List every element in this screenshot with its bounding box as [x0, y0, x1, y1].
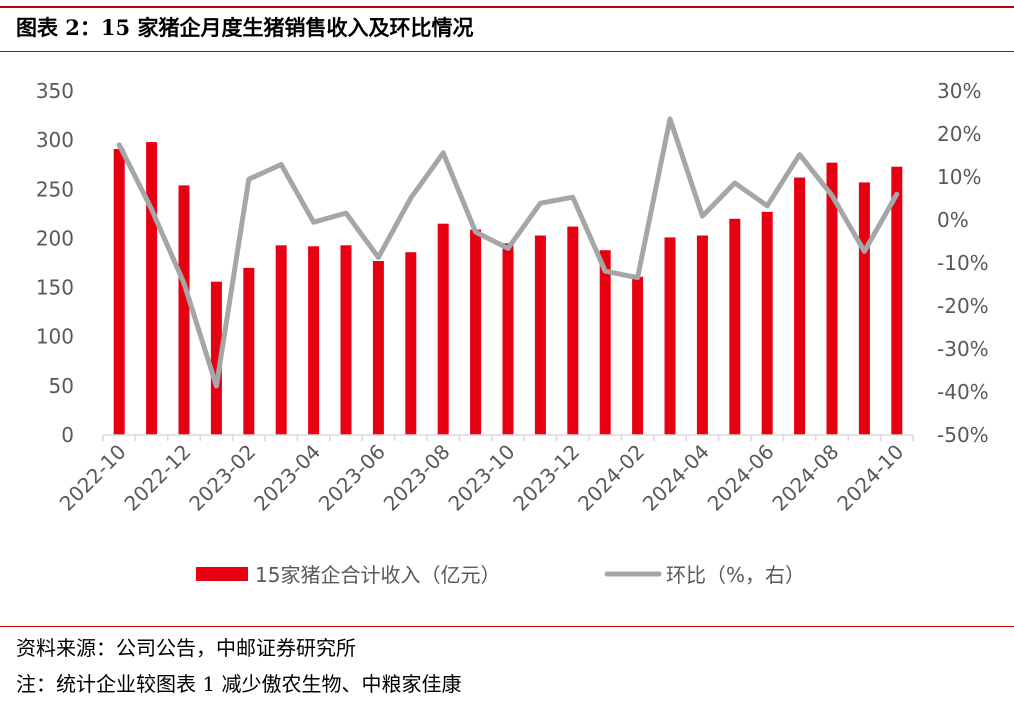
bar-2022-11: [146, 142, 158, 435]
bar-2023-01: [210, 281, 222, 435]
y-right-tick-label: -20%: [937, 294, 989, 318]
bar-2023-08: [437, 223, 449, 435]
y-left-tick-label: 150: [36, 276, 74, 300]
bar-2024-06: [761, 211, 773, 435]
bar-2023-12: [567, 226, 579, 435]
y-right-tick-label: -50%: [937, 423, 989, 447]
x-tick-label: 2024-10: [832, 440, 908, 516]
bar-2023-06: [372, 261, 384, 435]
y-right-tick-label: 20%: [937, 122, 981, 146]
y-right-tick-label: 30%: [937, 79, 981, 103]
bar-2022-10: [113, 149, 125, 435]
y-right-tick-label: 10%: [937, 165, 981, 189]
legend-label-line: 环比（%，右）: [666, 563, 805, 587]
y-left-tick-label: 200: [36, 226, 74, 250]
y-left-tick-label: 0: [61, 423, 74, 447]
x-tick-label: 2023-06: [314, 440, 390, 516]
x-tick-label: 2024-06: [703, 440, 779, 516]
source-note: 资料来源：公司公告，中邮证券研究所: [16, 636, 356, 660]
bar-2024-07: [794, 177, 806, 435]
legend-swatch-bar: [196, 567, 248, 581]
bar-2024-03: [664, 237, 676, 435]
x-tick-label: 2023-02: [184, 440, 260, 516]
y-left-tick-label: 300: [36, 128, 74, 152]
x-tick-label: 2023-10: [443, 440, 519, 516]
y-left-tick-label: 50: [49, 374, 74, 398]
bar-2023-04: [308, 246, 320, 435]
footer-rule: [0, 626, 1014, 627]
y-right-tick-label: -10%: [937, 251, 989, 275]
bar-2024-10: [891, 166, 903, 435]
x-tick-label: 2024-02: [573, 440, 649, 516]
x-tick-label: 2024-04: [638, 440, 714, 516]
x-tick-label: 2022-10: [55, 440, 131, 516]
bar-2024-08: [826, 162, 838, 435]
bar-2023-02: [243, 267, 255, 435]
bar-2024-04: [696, 235, 708, 435]
x-tick-label: 2022-12: [119, 440, 195, 516]
bar-2023-10: [502, 243, 514, 435]
footnote: 注：统计企业较图表 1 减少傲农生物、中粮家佳康: [16, 672, 462, 696]
x-tick-label: 2023-04: [249, 440, 325, 516]
y-right-tick-label: -30%: [937, 337, 989, 361]
figure-title: 图表 2：15 家猪企月度生猪销售收入及环比情况: [16, 15, 474, 40]
y-right-tick-label: -40%: [937, 380, 989, 404]
bar-2024-01: [599, 250, 611, 435]
legend-label-bar: 15家猪企合计收入（亿元）: [255, 563, 500, 587]
bar-2023-03: [275, 245, 287, 435]
bar-2022-12: [178, 185, 190, 435]
bar-2024-09: [858, 182, 870, 435]
bar-2023-05: [340, 245, 352, 435]
y-left-tick-label: 250: [36, 177, 74, 201]
x-tick-label: 2023-12: [508, 440, 584, 516]
x-tick-label: 2024-08: [767, 440, 843, 516]
bar-2023-11: [534, 235, 546, 435]
y-left-tick-label: 350: [36, 79, 74, 103]
bar-2024-02: [632, 276, 644, 435]
bar-2023-07: [405, 252, 417, 435]
x-tick-label: 2023-08: [379, 440, 455, 516]
top-rule: [0, 6, 1014, 8]
title-rule: [0, 51, 1014, 52]
y-left-tick-label: 100: [36, 325, 74, 349]
y-right-tick-label: 0%: [937, 208, 969, 232]
bar-2024-05: [729, 218, 741, 435]
bar-2023-09: [470, 229, 482, 435]
